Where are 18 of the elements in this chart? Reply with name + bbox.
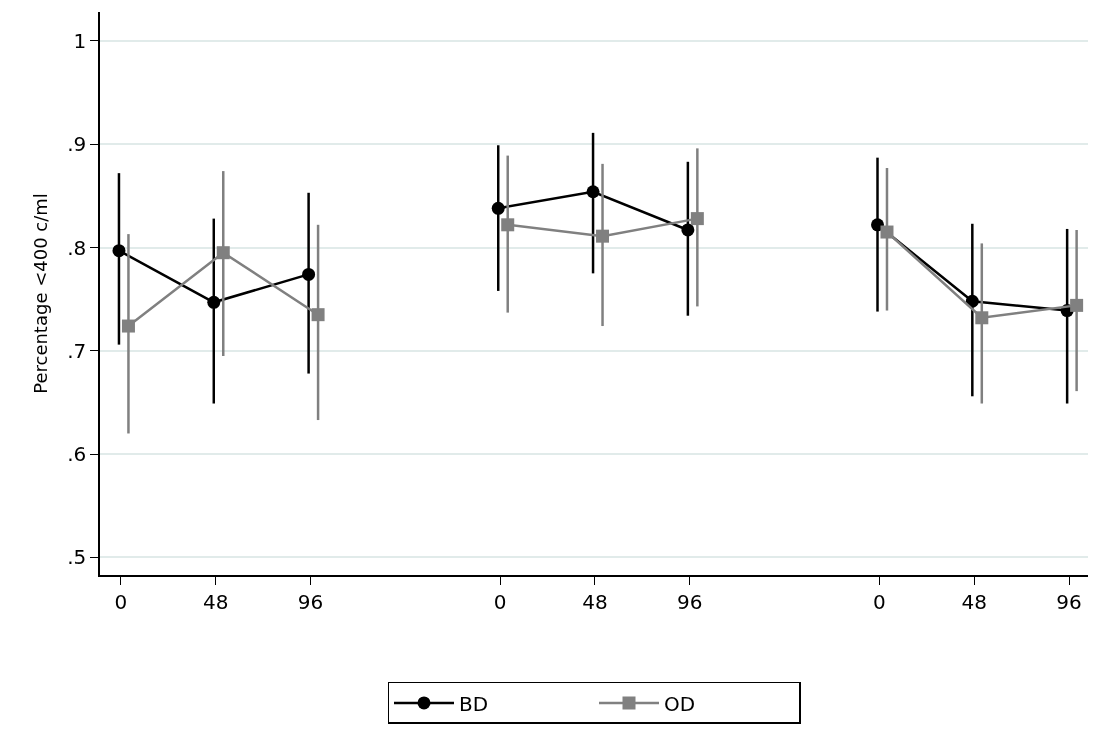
- legend-label: OD: [664, 691, 696, 716]
- y-tick-label: .8: [67, 235, 87, 260]
- y-tick-label: .5: [67, 545, 87, 570]
- y-tick-label: 1: [73, 28, 87, 53]
- x-tick-label: 48: [961, 589, 987, 614]
- x-tick-label: 0: [493, 589, 507, 614]
- y-tick-label: .9: [67, 132, 87, 157]
- y-axis-title: Percentage <400 c/ml: [29, 193, 51, 394]
- legend-label: BD: [459, 691, 489, 716]
- x-tick-label: 0: [114, 589, 128, 614]
- x-tick-label: 96: [1056, 589, 1082, 614]
- x-tick-label: 96: [297, 589, 324, 614]
- x-tick-label: 96: [677, 589, 703, 614]
- x-tick-label: 0: [873, 589, 886, 614]
- y-tick-label: .6: [67, 442, 87, 467]
- y-tick-label: .7: [67, 338, 87, 363]
- x-tick-label: 48: [582, 589, 608, 614]
- x-tick-label: 48: [202, 589, 229, 614]
